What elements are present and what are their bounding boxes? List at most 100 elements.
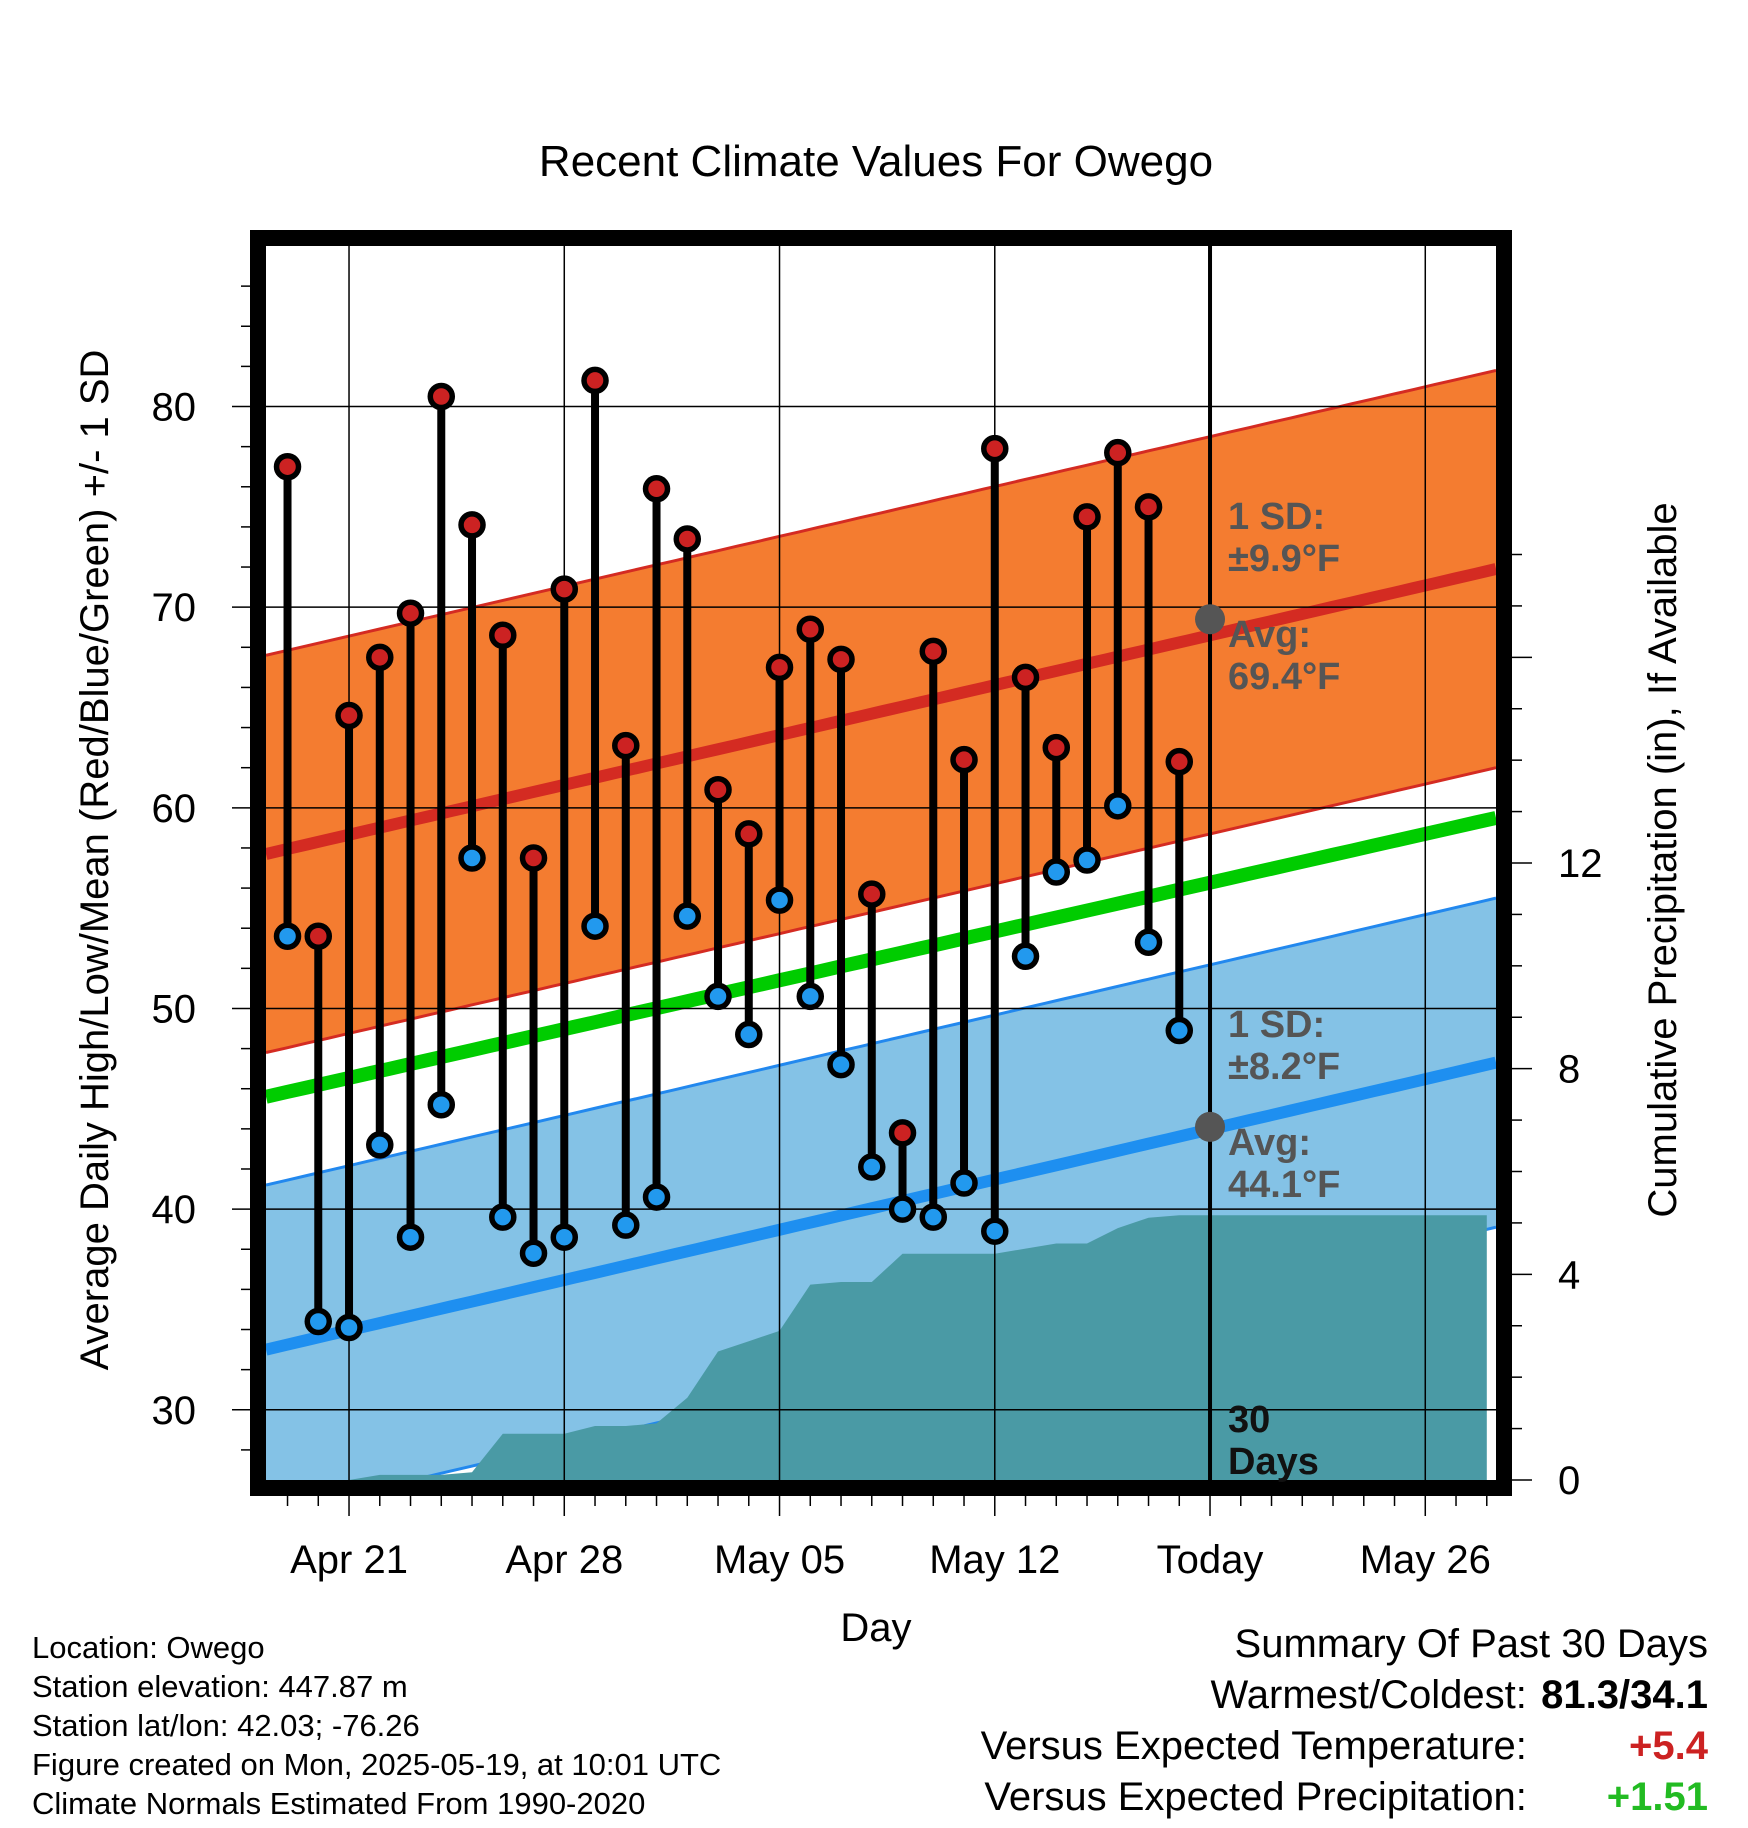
high-point <box>304 922 333 950</box>
mean-normal-line <box>266 811 1496 1104</box>
high-point <box>1042 733 1071 762</box>
high-point <box>612 731 640 760</box>
low-avg-label: Avg: <box>1228 1122 1311 1164</box>
low-point <box>519 1239 548 1268</box>
low-point <box>735 1020 763 1049</box>
high-point <box>581 366 609 395</box>
low-point <box>919 1203 948 1231</box>
y-tick-label: 80 <box>152 386 197 430</box>
high-point <box>919 637 948 666</box>
y-tick-label: 70 <box>152 586 197 630</box>
warmest-label: Warmest/Coldest: <box>1210 1673 1527 1717</box>
high-point <box>642 475 671 503</box>
low-point <box>612 1211 640 1239</box>
high-point <box>950 745 978 774</box>
location-text: Location: Owego <box>32 1630 265 1665</box>
high-point <box>427 382 456 411</box>
y2-tick-label: 0 <box>1558 1459 1580 1503</box>
y-axis-label: Average Daily High/Low/Mean (Red/Blue/Gr… <box>73 350 117 1371</box>
low-point <box>458 844 486 872</box>
high-avg-label: Avg: <box>1228 614 1311 656</box>
x-tick-label: May 26 <box>1360 1538 1491 1582</box>
high-point <box>1134 493 1163 521</box>
x-tick-label: May 05 <box>714 1538 845 1582</box>
station-info: Location: Owego Station elevation: 447.8… <box>32 1628 721 1823</box>
temp-label: Versus Expected Temperature: <box>980 1724 1527 1768</box>
high-avg-value: 69.4°F <box>1228 656 1340 698</box>
low-point <box>1104 792 1132 820</box>
low-normal-line <box>266 1056 1496 1356</box>
high-sd-label: 1 SD: <box>1228 496 1325 538</box>
summary-warmest-row: Warmest/Coldest: 81.3/34.1 <box>981 1673 1709 1724</box>
low-point <box>1011 942 1040 971</box>
plot-area <box>266 368 1496 1480</box>
x-tick-label: Apr 21 <box>290 1538 408 1582</box>
high-point <box>858 880 886 908</box>
high-point <box>1011 663 1040 692</box>
high-point <box>519 844 548 872</box>
y2-axis-label: Cumulative Precipitation (in), If Availa… <box>1641 502 1685 1217</box>
y2-tick-label: 4 <box>1558 1253 1580 1297</box>
low-point <box>396 1223 425 1251</box>
y2-tick-label: 8 <box>1558 1048 1580 1092</box>
low-point <box>1042 858 1071 886</box>
y-tick-label: 50 <box>152 987 197 1031</box>
high-sd-value: ±9.9°F <box>1228 538 1340 580</box>
low-point <box>273 922 302 950</box>
today-low-avg-dot <box>1195 1111 1226 1142</box>
high-point <box>1073 503 1101 531</box>
today-days-count: 30 <box>1228 1399 1270 1441</box>
x-tick-label: May 12 <box>929 1538 1060 1582</box>
low-point <box>796 982 825 1011</box>
low-point <box>1165 1016 1194 1045</box>
high-point <box>888 1119 917 1147</box>
y-tick-label: 60 <box>152 787 197 831</box>
x-tick-label: Apr 28 <box>505 1538 623 1582</box>
high-point <box>273 452 302 481</box>
low-point <box>827 1050 855 1079</box>
today-high-avg-dot <box>1195 604 1226 635</box>
elevation-text: Station elevation: 447.87 m <box>32 1669 408 1704</box>
high-point <box>765 653 794 682</box>
low-point <box>1073 846 1101 874</box>
low-point <box>366 1131 394 1159</box>
low-point <box>858 1153 886 1181</box>
precipitation-area <box>287 1215 1487 1480</box>
low-point <box>335 1313 363 1342</box>
warmest-value: 81.3/34.1 <box>1541 1673 1708 1717</box>
low-point <box>550 1223 579 1251</box>
low-avg-value: 44.1°F <box>1228 1164 1340 1206</box>
x-tick-label: Today <box>1157 1538 1264 1582</box>
high-point <box>1165 747 1194 776</box>
low-point <box>888 1195 917 1223</box>
low-point <box>581 912 609 940</box>
normals-text: Climate Normals Estimated From 1990-2020 <box>32 1786 646 1821</box>
summary-panel: Summary Of Past 30 Days Warmest/Coldest:… <box>981 1622 1708 1826</box>
today-days-word: Days <box>1228 1441 1319 1483</box>
high-point <box>796 615 825 643</box>
axes: 30 40 50 60 70 80 0 4 8 12 Apr 21 Apr 28 May 05 May 1… <box>152 230 1603 1582</box>
high-point <box>550 575 579 603</box>
x-axis-label: Day <box>840 1606 911 1650</box>
summary-precip-row: Versus Expected Precipitation: +1.51 <box>981 1775 1708 1826</box>
y2-tick-label: 12 <box>1558 842 1603 886</box>
low-point <box>704 982 732 1011</box>
high-point <box>489 621 517 650</box>
low-sd-value: ±8.2°F <box>1228 1046 1340 1088</box>
latlon-text: Station lat/lon: 42.03; -76.26 <box>32 1708 420 1743</box>
low-point <box>981 1217 1009 1245</box>
y-tick-label: 30 <box>152 1389 197 1433</box>
low-point <box>950 1169 978 1197</box>
low-point <box>427 1091 456 1119</box>
high-point <box>704 776 732 804</box>
low-sd-label: 1 SD: <box>1228 1004 1325 1046</box>
high-point <box>735 820 763 848</box>
high-point <box>981 434 1009 463</box>
high-point <box>366 643 394 672</box>
plot-frame <box>250 230 1512 1496</box>
high-point <box>458 511 486 539</box>
high-point <box>827 645 855 674</box>
chart-title: Recent Climate Values For Owego <box>539 137 1213 186</box>
